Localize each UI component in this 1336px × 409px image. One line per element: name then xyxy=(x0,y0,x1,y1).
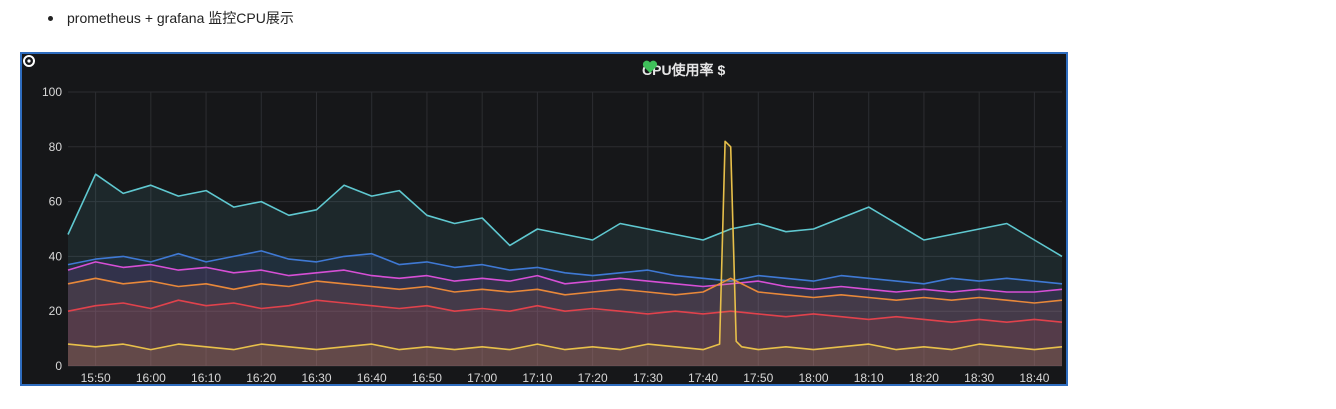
x-tick-label: 17:50 xyxy=(743,371,773,384)
series-0-line xyxy=(67,173,1063,258)
grafana-panel[interactable]: 0 20 40 60 80 100 15:50 16:00 16:10 16:20 16:30 16:… xyxy=(20,52,1068,386)
y-tick-label: 60 xyxy=(49,195,63,209)
series-2-line xyxy=(67,261,1063,293)
x-tick-label: 18:30 xyxy=(964,371,994,384)
series-0-area xyxy=(68,174,1062,366)
x-tick-label: 17:40 xyxy=(688,371,718,384)
series-1-area xyxy=(68,250,1062,366)
bullet-text: prometheus + grafana 监控CPU展示 xyxy=(67,10,294,26)
x-tick-label: 18:20 xyxy=(909,371,939,384)
y-tick-label: 20 xyxy=(49,304,63,318)
crosshair-cursor-icon xyxy=(23,55,35,67)
x-tick-label: 18:10 xyxy=(854,371,884,384)
series-2-area xyxy=(68,261,1062,366)
heart-icon xyxy=(642,60,658,73)
y-tick-label: 80 xyxy=(49,140,63,154)
y-tick-label: 100 xyxy=(42,85,62,99)
panel-title-text: CPU使用率 $ xyxy=(642,62,726,78)
x-tick-label: 17:20 xyxy=(578,371,608,384)
x-tick-label: 17:30 xyxy=(633,371,663,384)
x-tick-label: 15:50 xyxy=(81,371,111,384)
panel-title[interactable]: CPU使用率 $ xyxy=(642,60,725,80)
y-tick-label: 0 xyxy=(55,359,62,373)
series-3-line xyxy=(67,277,1063,304)
x-tick-label: 18:00 xyxy=(798,371,828,384)
x-tick-label: 16:00 xyxy=(136,371,166,384)
y-tick-label: 40 xyxy=(49,249,63,263)
series-1-line xyxy=(67,250,1063,285)
x-tick-label: 18:40 xyxy=(1019,371,1049,384)
cpu-usage-chart[interactable]: 0 20 40 60 80 100 15:50 16:00 16:10 16:20 16:30 16:… xyxy=(22,54,1066,384)
bullet-dot xyxy=(48,15,53,21)
series-4-line xyxy=(67,299,1063,323)
bullet-item: prometheus + grafana 监控CPU展示 xyxy=(48,6,294,30)
x-tick-label: 16:20 xyxy=(246,371,276,384)
x-tick-label: 16:40 xyxy=(357,371,387,384)
x-tick-label: 16:10 xyxy=(191,371,221,384)
x-tick-label: 16:50 xyxy=(412,371,442,384)
x-tick-label: 17:10 xyxy=(522,371,552,384)
x-tick-label: 17:00 xyxy=(467,371,497,384)
series-5-line xyxy=(67,140,1063,351)
x-tick-label: 16:30 xyxy=(301,371,331,384)
